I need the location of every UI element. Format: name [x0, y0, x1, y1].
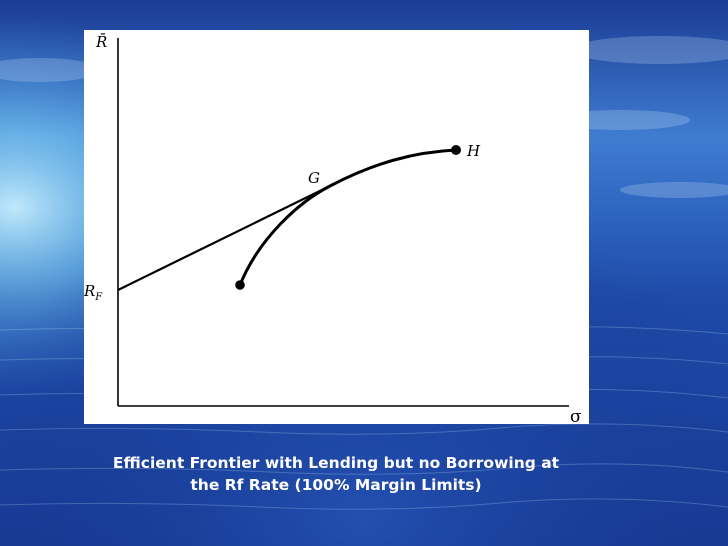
point-g-label: G [308, 169, 320, 187]
point-h [451, 145, 461, 155]
slide-caption: Efficient Frontier with Lending but no B… [88, 452, 584, 496]
diagram-panel: R̄ σ RF G H [83, 30, 589, 427]
caption-line-2: the Rf Rate (100% Margin Limits) [190, 476, 482, 494]
min-variance-point [235, 280, 245, 290]
efficient-frontier-curve [238, 148, 457, 286]
lending-line [117, 185, 331, 291]
y-axis-label: R̄ [95, 33, 107, 51]
caption-line-1: Efficient Frontier with Lending but no B… [112, 454, 560, 472]
efficient-frontier-diagram: R̄ σ RF G H [83, 33, 582, 427]
risk-free-rate-label: RF [84, 282, 103, 303]
x-axis-label: σ [570, 407, 582, 424]
point-h-label: H [466, 142, 481, 160]
